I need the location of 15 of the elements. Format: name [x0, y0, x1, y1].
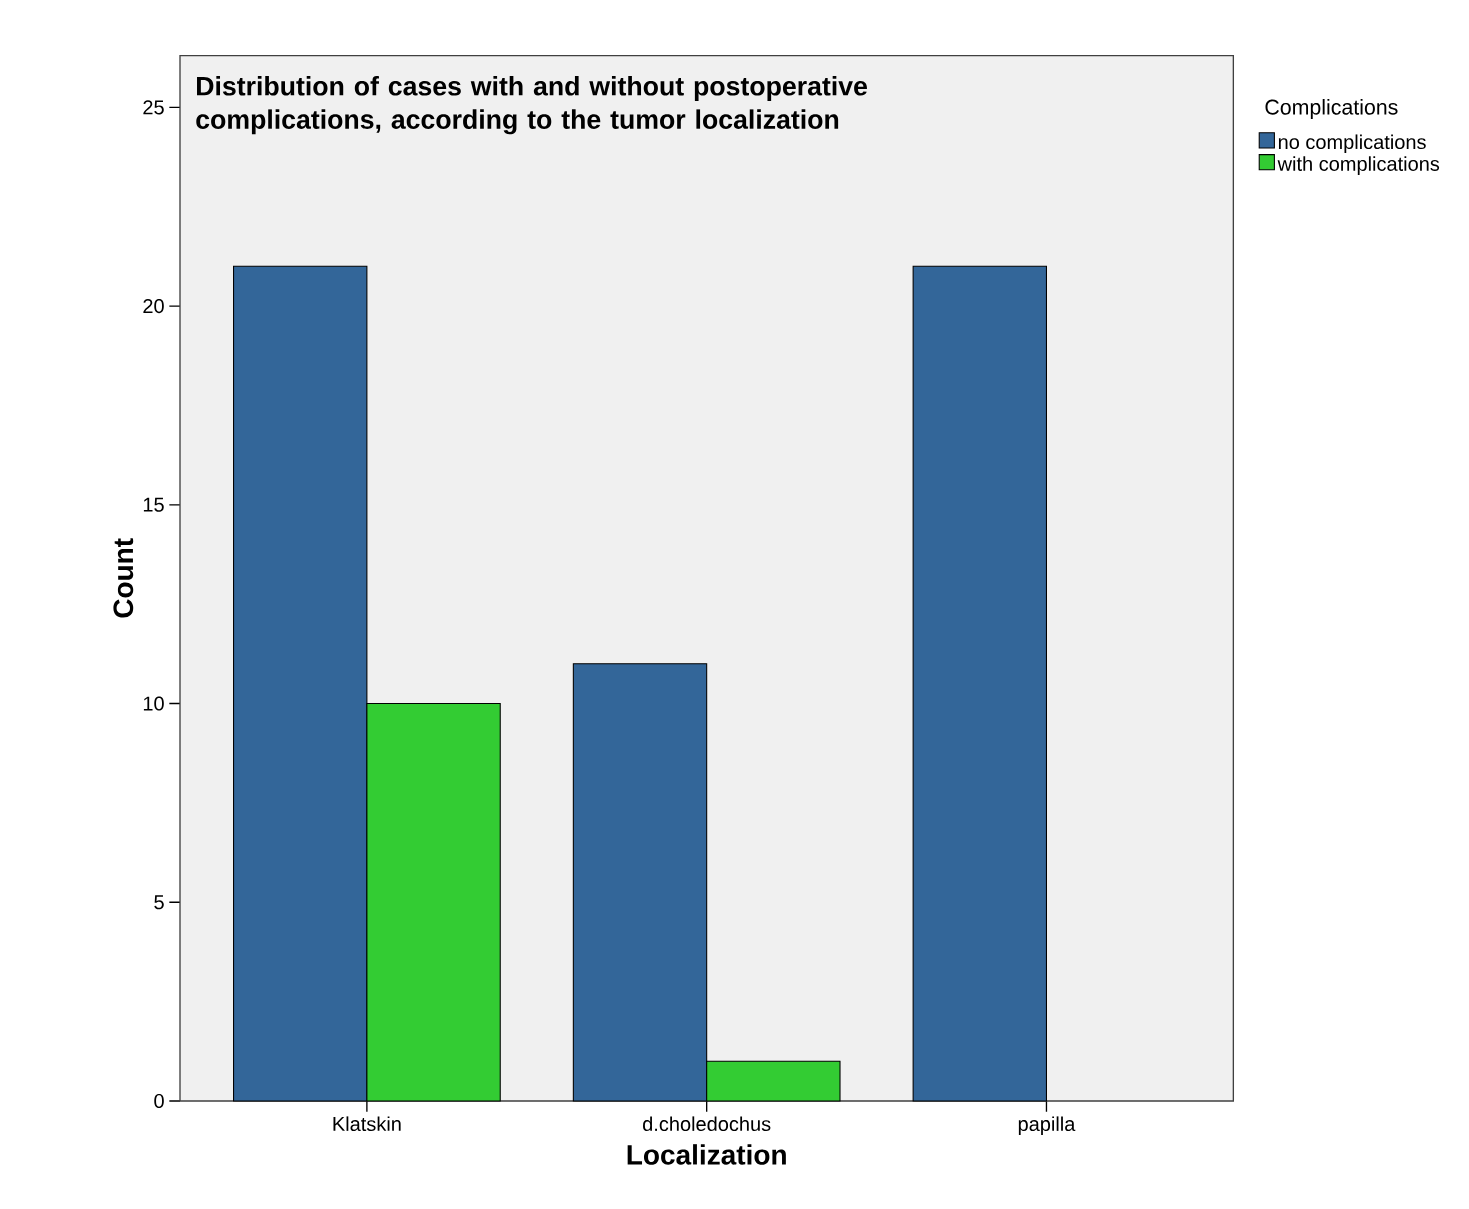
legend-label: no complications — [1278, 134, 1426, 154]
x-tick-label: d.choledochus — [643, 1116, 771, 1132]
y-axis-title: Count — [113, 538, 134, 618]
legend-label: with complications — [1277, 156, 1440, 175]
y-tick-label: 25 — [143, 100, 164, 115]
y-tick-label: 20 — [143, 298, 164, 314]
x-tick-label: papilla — [1018, 1116, 1076, 1136]
y-tick-label: 15 — [143, 497, 164, 512]
legend-title: Complications — [1265, 99, 1398, 119]
text: Distribution of cases with and without postoperative complications, according to the tumor localization — [196, 76, 867, 135]
y-tick-label: 5 — [154, 895, 164, 910]
y-tick-label: 10 — [143, 696, 164, 711]
x-tick-label: Klatskin — [333, 1116, 401, 1132]
y-tick-label: 0 — [154, 1093, 164, 1109]
x-axis-title: Localization — [627, 1144, 786, 1165]
